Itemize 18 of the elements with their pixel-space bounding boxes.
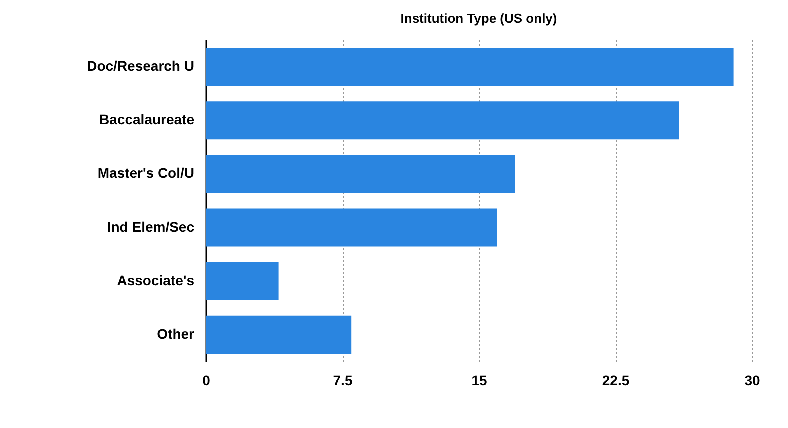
y-tick-label: Doc/Research U <box>87 58 194 74</box>
chart-title: Institution Type (US only) <box>400 11 558 26</box>
x-tick-label: 15 <box>472 372 488 388</box>
y-tick-label: Ind Elem/Sec <box>107 218 195 235</box>
x-tick-label: 0 <box>202 372 211 388</box>
bar <box>206 48 734 86</box>
y-tick-label: Associate's <box>117 272 195 288</box>
y-tick-label: Baccalaureate <box>100 112 195 128</box>
bar <box>206 316 352 354</box>
x-tick-label: 30 <box>744 372 760 388</box>
x-tick-label: 22.5 <box>602 372 630 388</box>
bar <box>206 102 680 140</box>
x-tick-label: 7.5 <box>333 372 353 388</box>
y-tick-label: Master's Col/U <box>98 165 194 182</box>
bar <box>206 262 279 300</box>
bar <box>206 208 498 247</box>
y-tick-label: Other <box>157 326 196 342</box>
bar <box>206 155 516 194</box>
